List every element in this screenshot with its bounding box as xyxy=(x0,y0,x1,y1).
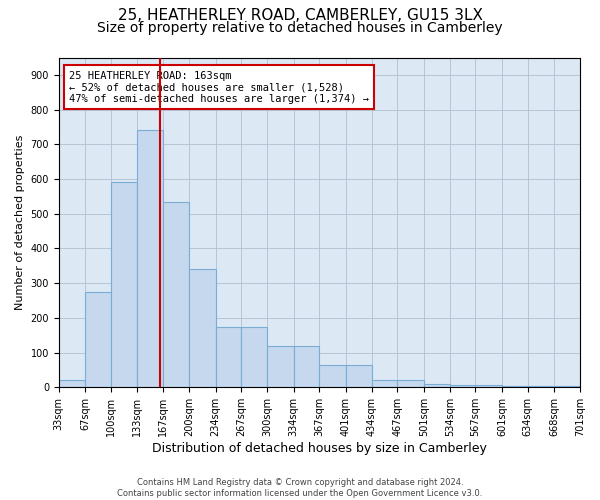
Text: Size of property relative to detached houses in Camberley: Size of property relative to detached ho… xyxy=(97,21,503,35)
Bar xyxy=(59,380,85,388)
X-axis label: Distribution of detached houses by size in Camberley: Distribution of detached houses by size … xyxy=(152,442,487,455)
Bar xyxy=(163,202,189,388)
Text: Contains HM Land Registry data © Crown copyright and database right 2024.
Contai: Contains HM Land Registry data © Crown c… xyxy=(118,478,482,498)
Bar xyxy=(449,385,475,388)
Bar xyxy=(554,386,580,388)
Bar xyxy=(528,386,554,388)
Bar xyxy=(85,292,111,388)
Bar xyxy=(424,384,449,388)
Bar xyxy=(319,365,346,388)
Bar xyxy=(189,270,215,388)
Bar xyxy=(241,326,267,388)
Bar xyxy=(137,130,163,388)
Bar xyxy=(502,386,528,388)
Bar xyxy=(475,386,502,388)
Bar xyxy=(215,326,241,388)
Y-axis label: Number of detached properties: Number of detached properties xyxy=(15,134,25,310)
Bar xyxy=(293,346,319,388)
Text: 25 HEATHERLEY ROAD: 163sqm
← 52% of detached houses are smaller (1,528)
47% of s: 25 HEATHERLEY ROAD: 163sqm ← 52% of deta… xyxy=(69,70,369,104)
Bar xyxy=(371,380,397,388)
Bar xyxy=(397,380,424,388)
Text: 25, HEATHERLEY ROAD, CAMBERLEY, GU15 3LX: 25, HEATHERLEY ROAD, CAMBERLEY, GU15 3LX xyxy=(118,8,482,22)
Bar xyxy=(267,346,293,388)
Bar xyxy=(111,182,137,388)
Bar xyxy=(346,365,371,388)
